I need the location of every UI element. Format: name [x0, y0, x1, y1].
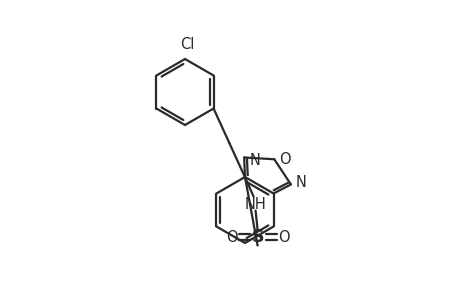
Text: NH: NH: [244, 197, 266, 212]
Text: Cl: Cl: [179, 37, 194, 52]
Text: N: N: [249, 153, 259, 168]
Text: S: S: [251, 229, 263, 247]
Text: O: O: [225, 230, 237, 245]
Text: O: O: [277, 230, 289, 245]
Text: O: O: [279, 152, 290, 167]
Text: N: N: [295, 175, 306, 190]
